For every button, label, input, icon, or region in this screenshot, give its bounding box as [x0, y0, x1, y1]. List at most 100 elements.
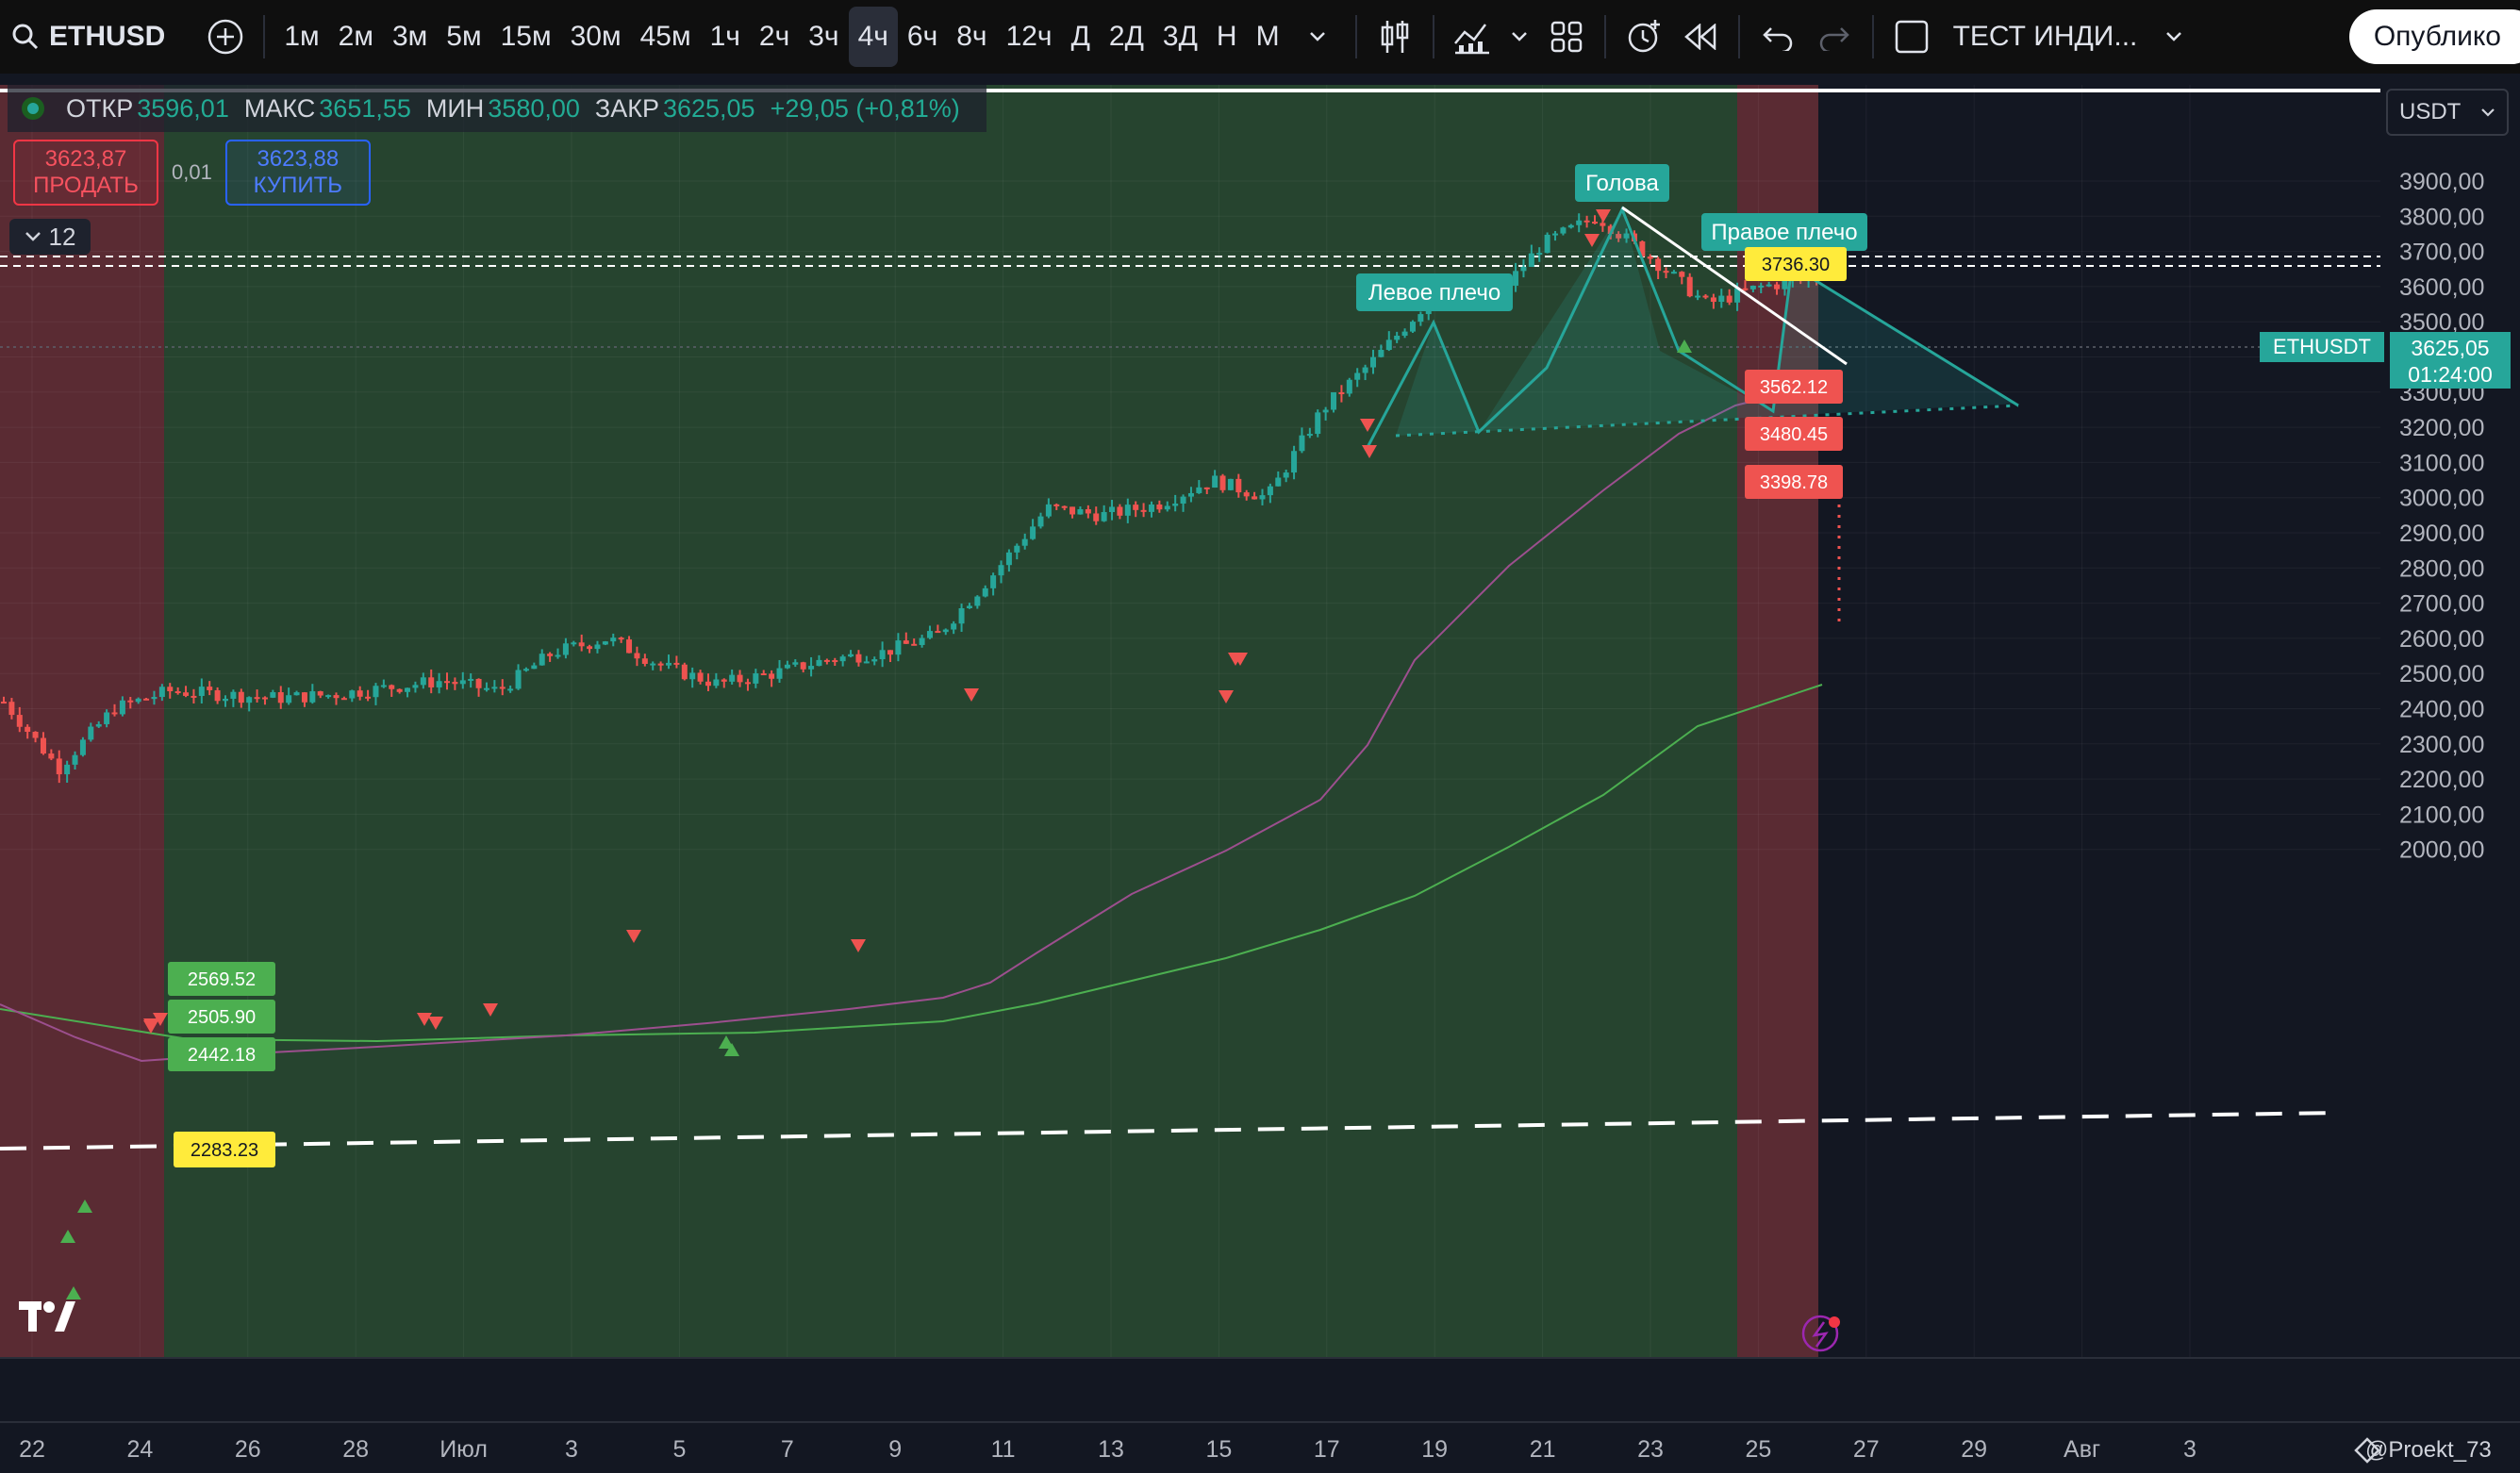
- tradingview-logo[interactable]: [17, 1292, 77, 1347]
- candle-body: [618, 637, 624, 640]
- compare-symbol-button[interactable]: [197, 7, 254, 67]
- chevron-down-icon: [2481, 108, 2495, 117]
- fullscreen-checkbox[interactable]: [1883, 7, 1940, 67]
- interval-4[interactable]: 15м: [500, 21, 552, 52]
- buy-price: 3623,88: [257, 146, 340, 172]
- indicator-template-name[interactable]: ТЕСТ ИНДИ...: [1952, 21, 2138, 52]
- close-label: ЗАКР: [594, 93, 659, 123]
- interval-12[interactable]: 8ч: [956, 21, 987, 52]
- interval-6[interactable]: 45м: [639, 21, 691, 52]
- candle-body: [365, 696, 372, 699]
- candle-body: [151, 697, 158, 700]
- interval-16[interactable]: 3Д: [1162, 21, 1198, 52]
- candle-body: [1252, 496, 1258, 500]
- candle-body: [405, 687, 411, 692]
- price-chart[interactable]: Голова Левое плечо Правое плечо 2569.52 …: [0, 74, 2520, 1473]
- undo-button[interactable]: [1749, 7, 1806, 67]
- buy-button[interactable]: 3623,88 КУПИТЬ: [224, 140, 371, 206]
- diamond-icon: [2354, 1437, 2380, 1464]
- currency-select[interactable]: USDT: [2386, 89, 2509, 136]
- candle-body: [895, 640, 902, 655]
- candle-body: [158, 687, 165, 698]
- interval-2[interactable]: 3м: [391, 21, 428, 52]
- interval-1[interactable]: 2м: [338, 21, 373, 52]
- candle-body: [666, 662, 672, 666]
- interval-13[interactable]: 12ч: [1005, 21, 1053, 52]
- buy-signal-marker: [719, 1035, 734, 1049]
- candle-body: [626, 639, 633, 654]
- candle-body: [40, 737, 46, 754]
- candle-body: [1005, 552, 1012, 566]
- layouts-button[interactable]: [1538, 7, 1595, 67]
- interval-5[interactable]: 30м: [570, 21, 622, 52]
- interval-0[interactable]: 1м: [284, 21, 320, 52]
- price-tick-label: 2300,00: [2399, 732, 2484, 758]
- candle-body: [1766, 284, 1772, 287]
- candle-body: [776, 668, 783, 679]
- chart-area[interactable]: Голова Левое плечо Правое плечо 2569.52 …: [0, 74, 2520, 1473]
- candle-body: [515, 670, 522, 689]
- white-trendline: [1621, 206, 1848, 366]
- interval-3[interactable]: 5м: [446, 21, 482, 52]
- candle-body: [982, 588, 988, 597]
- candle-body: [571, 642, 577, 645]
- lightning-icon[interactable]: [1801, 1315, 1840, 1352]
- watermark: @Proekt_73: [2365, 1437, 2492, 1463]
- candle-body: [935, 631, 941, 634]
- interval-9[interactable]: 3ч: [808, 21, 839, 52]
- interval-15[interactable]: 2Д: [1108, 21, 1144, 52]
- price-tick-label: 3000,00: [2399, 486, 2484, 512]
- replay-button[interactable]: [1672, 7, 1729, 67]
- symbol-search[interactable]: ETHUSD: [0, 7, 178, 67]
- interval-dropdown-button[interactable]: [1289, 7, 1346, 67]
- publish-button[interactable]: Опублико: [2348, 9, 2520, 64]
- candle-body: [214, 689, 221, 702]
- interval-14[interactable]: Д: [1070, 21, 1090, 52]
- visibility-dot-icon[interactable]: [19, 94, 47, 123]
- candle-body: [111, 712, 118, 715]
- candle-body: [436, 681, 442, 687]
- indicators-dropdown-button[interactable]: [1500, 7, 1538, 67]
- interval-11[interactable]: 6ч: [906, 21, 938, 52]
- time-tick-label: Авг: [2064, 1436, 2100, 1463]
- candle-body: [1243, 492, 1250, 497]
- buy-signal-marker: [60, 1230, 75, 1243]
- indicators-collapse-toggle[interactable]: 12: [9, 219, 91, 255]
- time-tick-label: 23: [1637, 1436, 1664, 1463]
- alert-button[interactable]: [1616, 7, 1672, 67]
- candle-body: [1513, 271, 1519, 286]
- interval-7[interactable]: 1ч: [709, 21, 740, 52]
- redo-button[interactable]: [1806, 7, 1863, 67]
- candle-body: [832, 660, 838, 663]
- chart-type-button[interactable]: [1367, 7, 1423, 67]
- interval-18[interactable]: М: [1255, 21, 1280, 52]
- toolbar-separator: [1354, 15, 1357, 58]
- candle-body: [444, 681, 451, 684]
- current-price-tag: 3625,05 01:24:00: [2390, 332, 2511, 389]
- candle-body: [650, 663, 656, 666]
- time-axis[interactable]: 22 24 26 28 Июл 3 5 7 9 11 13 15 17 19 21 23 25 27 29 Авг 3: [19, 1436, 2197, 1463]
- interval-8[interactable]: 2ч: [758, 21, 790, 52]
- candle-body: [1164, 505, 1170, 510]
- time-tick-label: Июл: [439, 1436, 488, 1463]
- ohlc-legend: ОТКР 3596,01 МАКС 3651,55 МИН 3580,00 ЗА…: [8, 85, 986, 132]
- candle-body: [760, 673, 767, 676]
- time-tick-label: 3: [2183, 1436, 2197, 1463]
- candle-body: [301, 692, 307, 703]
- candle-body: [380, 685, 387, 687]
- candle-body: [1520, 266, 1527, 272]
- svg-text:3736.30: 3736.30: [1762, 255, 1830, 275]
- candle-body: [293, 692, 300, 696]
- interval-10[interactable]: 4ч: [848, 7, 898, 67]
- template-dropdown-button[interactable]: [2150, 7, 2197, 67]
- indicators-button[interactable]: [1444, 7, 1500, 67]
- sell-button[interactable]: 3623,87 ПРОДАТЬ: [13, 140, 158, 206]
- interval-17[interactable]: Н: [1216, 21, 1237, 52]
- candle-body: [340, 698, 347, 701]
- candle-body: [1315, 412, 1321, 435]
- candle-body: [333, 695, 340, 699]
- price-tick-label: 3500,00: [2399, 309, 2484, 336]
- sell-signal-marker: [1596, 209, 1611, 223]
- candle-body: [491, 687, 498, 689]
- candle-body: [911, 643, 918, 646]
